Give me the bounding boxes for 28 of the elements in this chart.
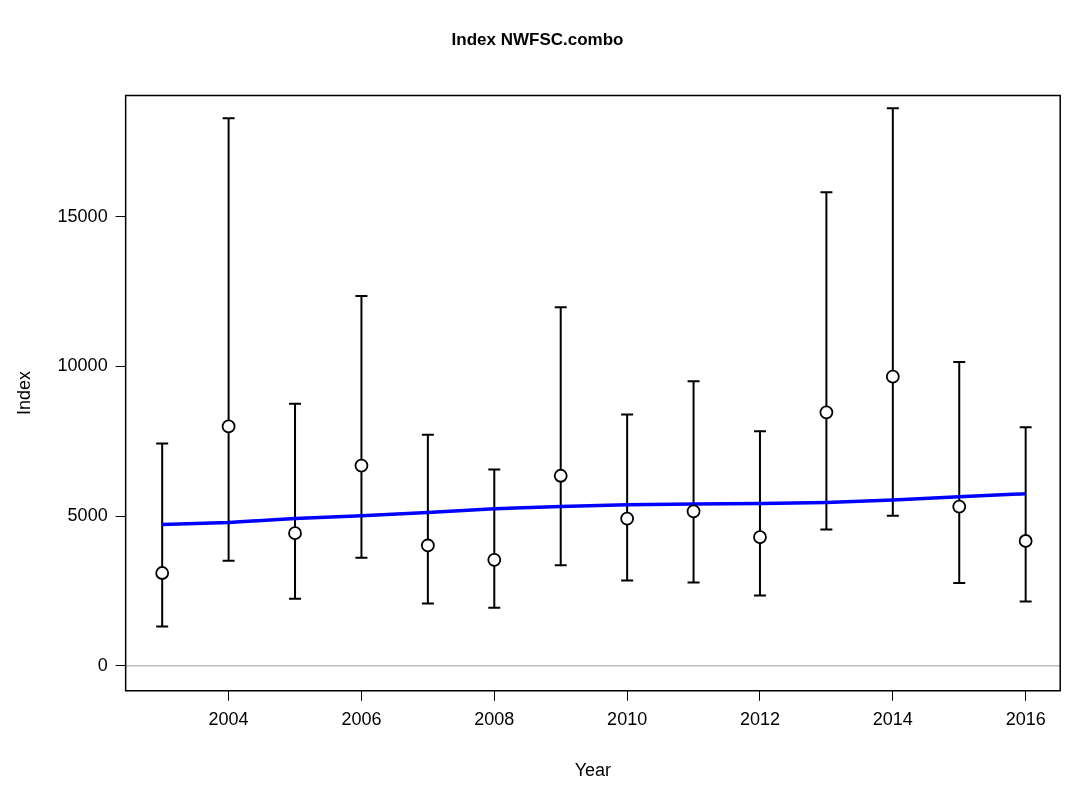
x-tick-label: 2010 bbox=[607, 708, 648, 729]
x-axis-title: Year bbox=[574, 760, 612, 781]
x-tick-label: 2006 bbox=[341, 708, 382, 729]
chart-title: Index NWFSC.combo bbox=[451, 29, 624, 49]
x-tick-label: 2008 bbox=[474, 708, 515, 729]
x-tick-label: 2016 bbox=[1005, 708, 1046, 729]
y-tick-label: 5000 bbox=[67, 505, 108, 526]
point bbox=[420, 538, 435, 553]
x-tick-label: 2014 bbox=[872, 708, 913, 729]
point bbox=[155, 566, 170, 580]
x-tick-label: 2012 bbox=[739, 708, 780, 729]
point bbox=[553, 468, 568, 483]
y-tick-label: 0 bbox=[97, 654, 108, 675]
point bbox=[288, 526, 302, 541]
point bbox=[487, 552, 502, 567]
y-tick-label: 10000 bbox=[57, 355, 108, 376]
point bbox=[620, 511, 635, 526]
point bbox=[1018, 534, 1033, 548]
point bbox=[354, 458, 369, 473]
point bbox=[686, 504, 701, 519]
point bbox=[885, 369, 900, 384]
y-tick-label: 15000 bbox=[57, 205, 108, 226]
x-tick-label: 2004 bbox=[208, 708, 249, 729]
point bbox=[221, 419, 236, 434]
point bbox=[819, 405, 834, 420]
point bbox=[753, 530, 767, 544]
point bbox=[952, 499, 967, 514]
y-axis-title: Index bbox=[13, 371, 34, 416]
